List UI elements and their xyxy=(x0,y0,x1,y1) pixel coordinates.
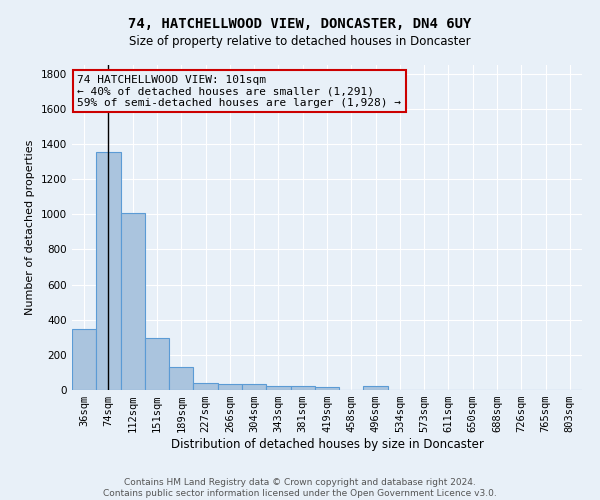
Text: Contains HM Land Registry data © Crown copyright and database right 2024.
Contai: Contains HM Land Registry data © Crown c… xyxy=(103,478,497,498)
Bar xyxy=(266,386,290,390)
Bar xyxy=(364,386,388,390)
Text: Size of property relative to detached houses in Doncaster: Size of property relative to detached ho… xyxy=(129,35,471,48)
Bar xyxy=(193,383,218,390)
Bar xyxy=(242,384,266,390)
Bar xyxy=(96,152,121,390)
Text: 74 HATCHELLWOOD VIEW: 101sqm
← 40% of detached houses are smaller (1,291)
59% of: 74 HATCHELLWOOD VIEW: 101sqm ← 40% of de… xyxy=(77,74,401,108)
Bar xyxy=(121,212,145,390)
Y-axis label: Number of detached properties: Number of detached properties xyxy=(25,140,35,315)
Bar xyxy=(315,388,339,390)
Bar xyxy=(169,367,193,390)
Text: 74, HATCHELLWOOD VIEW, DONCASTER, DN4 6UY: 74, HATCHELLWOOD VIEW, DONCASTER, DN4 6U… xyxy=(128,18,472,32)
X-axis label: Distribution of detached houses by size in Doncaster: Distribution of detached houses by size … xyxy=(170,438,484,451)
Bar xyxy=(145,338,169,390)
Bar xyxy=(72,328,96,390)
Bar xyxy=(218,384,242,390)
Bar xyxy=(290,386,315,390)
